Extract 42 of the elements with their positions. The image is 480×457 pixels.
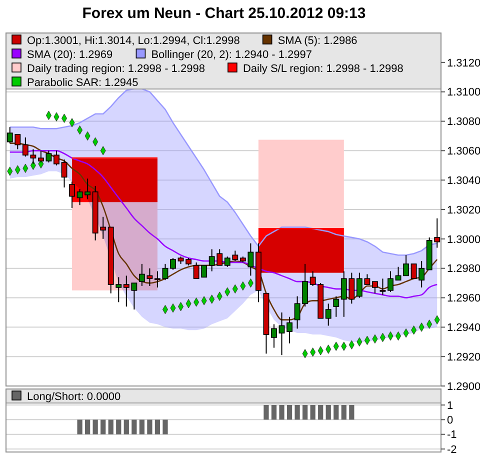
y-tick-label: 1.2960 <box>447 292 480 305</box>
candlestick <box>61 158 68 188</box>
legend-label: Daily trading region: 1.2998 - 1.2998 <box>27 63 205 75</box>
candlestick <box>170 258 176 270</box>
candlestick <box>54 150 60 166</box>
legend-label: Op:1.3001, Hi:1.3014, Lo:1.2994, Cl:1.2998 <box>27 35 240 47</box>
candlestick <box>372 281 378 294</box>
legend-label: Bollinger (20, 2): 1.2940 - 1.2997 <box>151 49 312 61</box>
candlestick <box>388 270 394 292</box>
y-tick-label: -1 <box>447 429 457 442</box>
candlestick <box>278 312 285 356</box>
y-tick-label: 1.3020 <box>447 204 480 216</box>
candlestick <box>69 181 75 209</box>
y-tick-label: 1.3000 <box>447 234 480 246</box>
candlestick <box>286 316 292 344</box>
y-tick-label: -2 <box>447 444 457 456</box>
candlestick <box>46 150 52 163</box>
candlestick <box>380 278 386 296</box>
y-tick-label: 1 <box>447 400 454 412</box>
y-tick-label: 0 <box>447 414 454 427</box>
candlestick <box>333 296 340 318</box>
candlestick <box>395 266 402 281</box>
y-tick-label: 1.2940 <box>447 322 480 334</box>
legend-label: SMA (5): 1.2986 <box>278 35 358 47</box>
y-tick-label: 1.3120 <box>447 57 480 70</box>
candlestick <box>162 263 168 281</box>
y-tick-label: 1.2980 <box>447 263 480 276</box>
chart-title: Forex um Neun - Chart 25.10.2012 09:13 <box>82 5 366 22</box>
legend-label: Daily S/L region: 1.2998 - 1.2998 <box>242 63 404 75</box>
y-tick-label: 1.3100 <box>447 86 480 99</box>
candlestick <box>271 324 277 348</box>
legend-label: SMA (20): 1.2969 <box>27 49 113 61</box>
legend-label: Parabolic SAR: 1.2945 <box>27 77 138 89</box>
candlestick <box>325 303 332 326</box>
candlestick <box>403 254 410 276</box>
y-tick-label: 1.3060 <box>447 146 480 158</box>
candlestick <box>154 270 160 288</box>
y-tick-label: 1.2900 <box>447 380 480 393</box>
legend-label: Long/Short: 0.0000 <box>27 391 121 403</box>
y-tick-label: 1.3040 <box>447 174 480 187</box>
y-tick-label: 1.2920 <box>447 351 480 364</box>
y-tick-label: 1.3080 <box>447 116 480 128</box>
